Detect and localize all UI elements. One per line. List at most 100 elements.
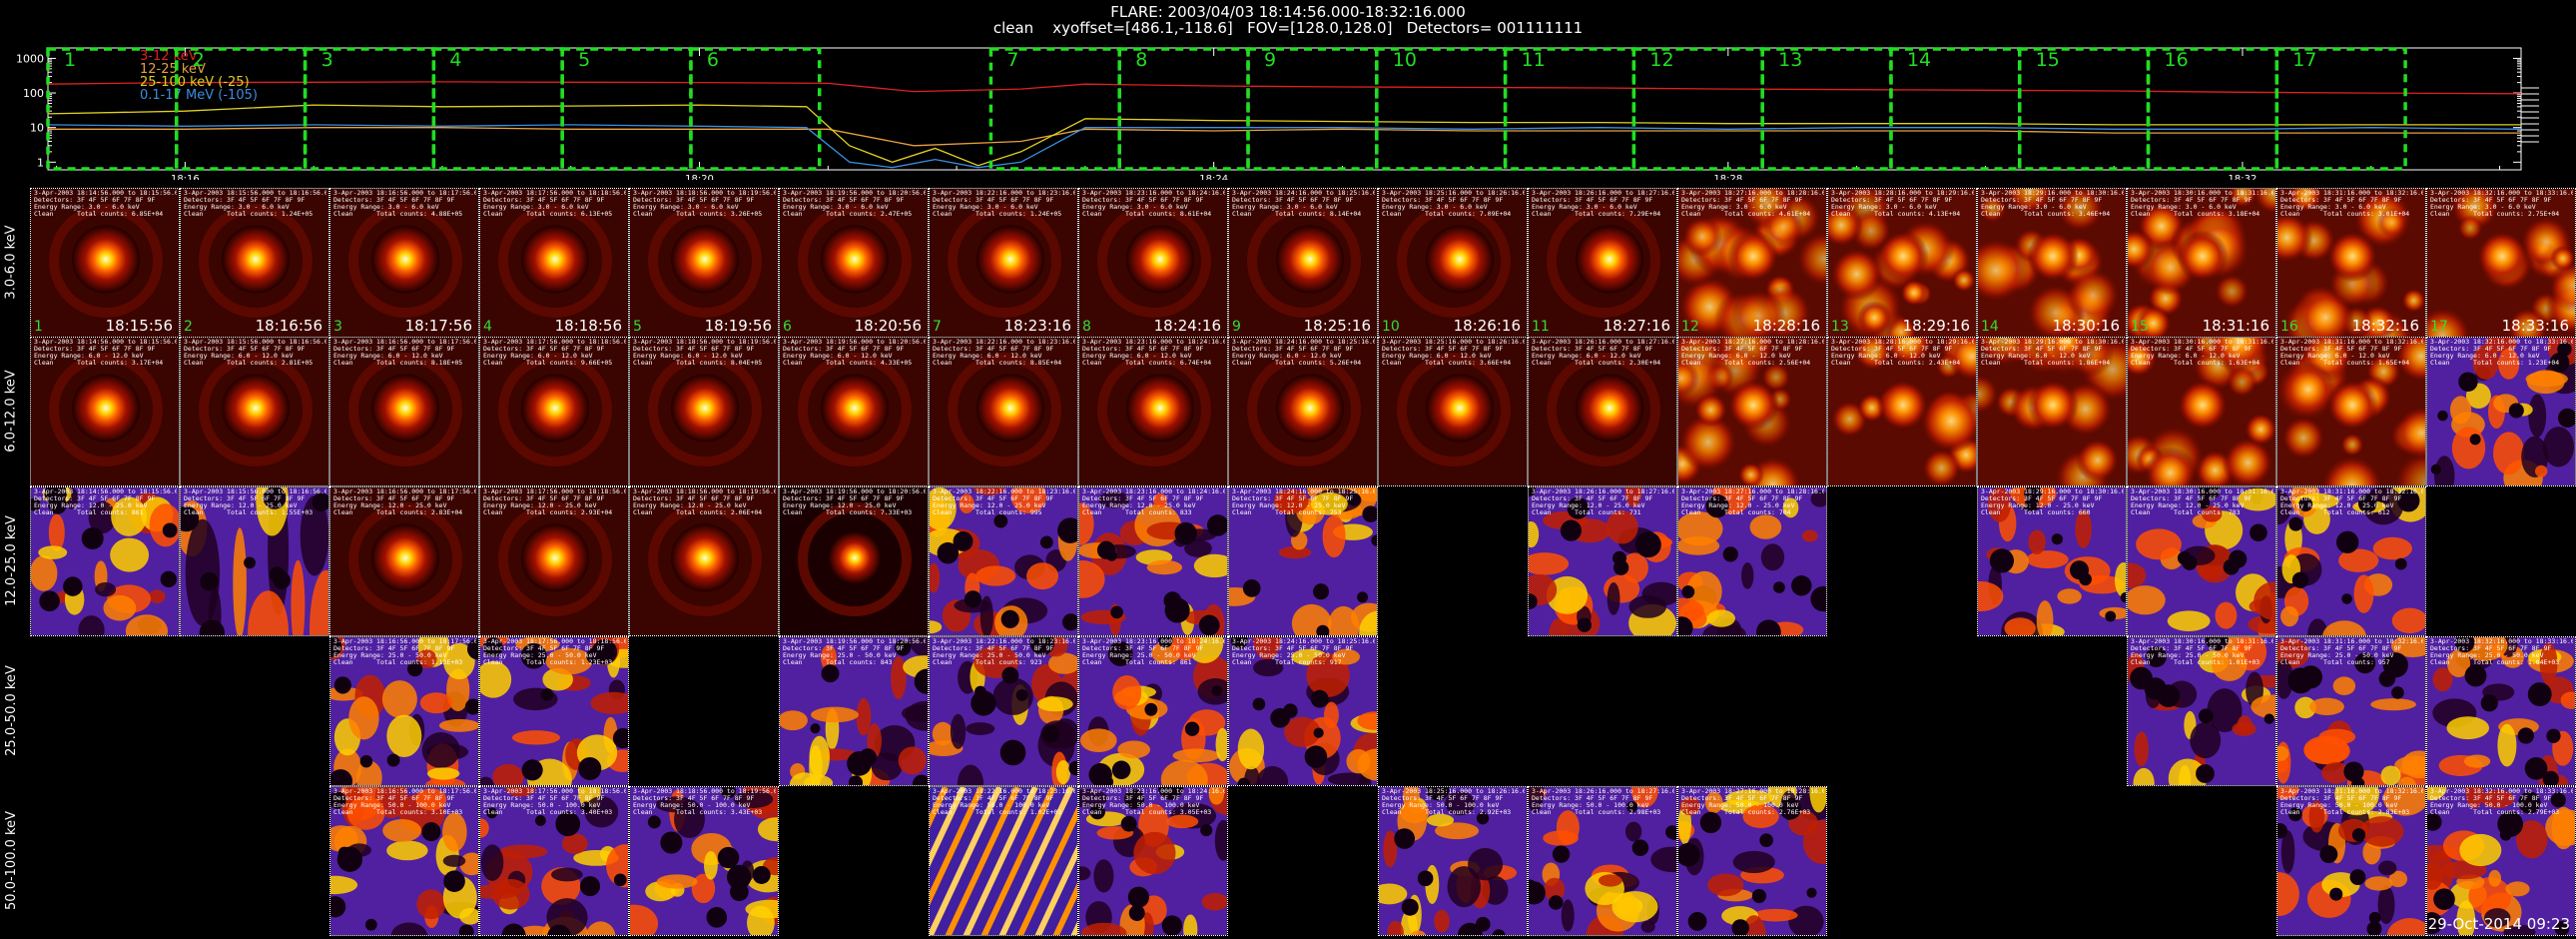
image-panel: 3-Apr-2003 18:14:56.000 to 18:15:56.000 D… bbox=[30, 486, 180, 636]
noise-blob bbox=[2359, 816, 2404, 847]
panel-number: 14 bbox=[1981, 319, 1999, 335]
panel-ring bbox=[648, 502, 762, 616]
panel-header: 3-Apr-2003 18:31:16.000 to 18:32:16.000 D… bbox=[2280, 638, 2423, 666]
dark-spot bbox=[2550, 792, 2566, 808]
panel-header-line: 3-Apr-2003 18:23:16.000 to 18:24:16.000 bbox=[1082, 638, 1225, 645]
panel-header-line: Energy Range: 3.0 - 6.0 keV bbox=[333, 203, 439, 211]
noise-blob bbox=[1606, 509, 1638, 544]
fringe-stripe bbox=[1016, 805, 1077, 935]
dark-spot bbox=[2427, 812, 2442, 831]
panel-header-line: Energy Range: 6.0 - 12.0 keV bbox=[1382, 352, 1492, 360]
panel-header-line: Detectors: 3F 4F 5F 6F 7F 8F 9F bbox=[1232, 196, 1354, 204]
panel-image bbox=[1379, 189, 1527, 337]
panel-header-line: 3-Apr-2003 18:32:16.000 to 18:33:16.000 bbox=[2430, 788, 2573, 795]
noise-blob bbox=[2427, 862, 2443, 890]
panel-header-line: Detectors: 3F 4F 5F 6F 7F 8F 9F bbox=[2131, 345, 2253, 353]
x-tick-label: 18:32 bbox=[2229, 174, 2257, 180]
panel-image bbox=[930, 637, 1077, 785]
noise-blob bbox=[2237, 715, 2253, 733]
dark-spot bbox=[1252, 697, 1266, 711]
panel-header-line: Energy Range: 25.0 - 50.0 keV bbox=[2131, 651, 2245, 659]
panel-time: 18:27:16 bbox=[1603, 317, 1670, 335]
noise-blob bbox=[300, 495, 328, 576]
dark-spot bbox=[534, 815, 546, 826]
panel-header: 3-Apr-2003 18:22:16.000 to 18:23:16.000 D… bbox=[933, 339, 1075, 367]
noise-blob bbox=[1611, 891, 1658, 923]
panel-header-line: Energy Range: 12.0 - 25.0 keV bbox=[783, 501, 897, 509]
panel-image bbox=[181, 487, 328, 635]
noise-blob bbox=[492, 763, 524, 785]
dark-spot bbox=[964, 590, 982, 608]
panel-time: 18:16:56 bbox=[255, 317, 322, 335]
dark-spot bbox=[330, 896, 346, 918]
dark-spot bbox=[1426, 787, 1451, 801]
noise-blob bbox=[1322, 514, 1346, 558]
panel-header-line: Clean Total counts: 1.04E+03 bbox=[2430, 658, 2560, 666]
panel-header-line: 3-Apr-2003 18:30:16.000 to 18:31:16.000 bbox=[2131, 638, 2273, 645]
dark-spot bbox=[1015, 689, 1028, 701]
dark-spot bbox=[2394, 557, 2407, 570]
dark-spot bbox=[999, 739, 1026, 766]
panel-image bbox=[1978, 189, 2126, 337]
panel-image bbox=[2427, 787, 2575, 935]
noise-blob bbox=[2377, 885, 2395, 925]
panel-image bbox=[930, 189, 1077, 337]
dark-spot bbox=[1001, 666, 1019, 684]
noise-blob bbox=[459, 907, 478, 925]
panel-header-line: Detectors: 3F 4F 5F 6F 7F 8F 9F bbox=[933, 494, 1054, 502]
panel-image bbox=[2277, 787, 2425, 935]
image-panel: 3-Apr-2003 18:16:56.000 to 18:17:56.000 D… bbox=[329, 188, 479, 338]
panel-header-line: Clean Total counts: 783 bbox=[2131, 508, 2241, 516]
panel-header-line: Energy Range: 6.0 - 12.0 keV bbox=[184, 352, 294, 360]
noise-blob bbox=[1707, 609, 1735, 627]
panel-header-line: Detectors: 3F 4F 5F 6F 7F 8F 9F bbox=[1981, 345, 2103, 353]
panel-image bbox=[1678, 189, 1826, 337]
noise-blob bbox=[2254, 581, 2275, 620]
noise-blob bbox=[1184, 539, 1212, 557]
noise-blob bbox=[2515, 820, 2548, 859]
dark-spot bbox=[2329, 887, 2343, 901]
panel-image bbox=[2128, 189, 2275, 337]
panel-number: 15 bbox=[2131, 319, 2149, 335]
panel-ring bbox=[798, 204, 912, 318]
panel-ring bbox=[1097, 353, 1211, 467]
panel-header: 3-Apr-2003 18:31:16.000 to 18:32:16.000 D… bbox=[2280, 190, 2423, 218]
x-tick-label: 18:28 bbox=[1713, 174, 1742, 180]
panel-header: 3-Apr-2003 18:27:16.000 to 18:28:16.000 D… bbox=[1681, 488, 1824, 516]
dark-spot bbox=[1371, 534, 1377, 547]
panel-header-line: Clean Total counts: 2.47E+05 bbox=[783, 210, 913, 218]
panel-header-line: Energy Range: 12.0 - 25.0 keV bbox=[2280, 501, 2394, 509]
image-panel: 3-Apr-2003 18:27:16.000 to 18:28:16.000 D… bbox=[1677, 786, 1827, 936]
dark-spot bbox=[1552, 845, 1571, 863]
panel-header-line: Energy Range: 3.0 - 6.0 keV bbox=[184, 203, 290, 211]
panel-image bbox=[1678, 338, 1826, 485]
noise-blob bbox=[821, 644, 838, 671]
dark-spot bbox=[359, 754, 373, 768]
noise-blob bbox=[2484, 908, 2511, 928]
dark-spot bbox=[520, 642, 547, 669]
panel-header-line: Clean Total counts: 1.23E+03 bbox=[483, 658, 613, 666]
noise-blob bbox=[438, 718, 478, 732]
panel-header-line: Clean Total counts: 6.13E+05 bbox=[483, 210, 613, 218]
emission-patch bbox=[2287, 189, 2323, 213]
source-blob bbox=[1126, 374, 1194, 443]
image-panel: 3-Apr-2003 18:23:16.000 to 18:24:16.000 D… bbox=[1078, 636, 1228, 786]
panel-image bbox=[480, 637, 628, 785]
emission-patch bbox=[2226, 366, 2258, 399]
emission-patch bbox=[1730, 288, 1786, 337]
noise-blob bbox=[2026, 550, 2069, 569]
panel-header: 3-Apr-2003 18:26:16.000 to 18:27:16.000 D… bbox=[1532, 788, 1674, 816]
interval-label-17: 17 bbox=[2292, 49, 2316, 71]
source-blob bbox=[72, 374, 140, 443]
panel-time: 18:15:56 bbox=[105, 317, 173, 335]
panel-image bbox=[1379, 787, 1527, 935]
image-panel: 3-Apr-2003 18:30:16.000 to 18:31:16.000 D… bbox=[2127, 486, 2276, 636]
noise-blob bbox=[355, 760, 382, 785]
interval-label-10: 10 bbox=[1393, 49, 1417, 71]
panel-header: 3-Apr-2003 18:26:16.000 to 18:27:16.000 D… bbox=[1532, 339, 1674, 367]
panel-header-line: Energy Range: 3.0 - 6.0 keV bbox=[34, 203, 140, 211]
fringe-stripe bbox=[1034, 844, 1077, 935]
dark-spot bbox=[1068, 760, 1077, 776]
dark-spot bbox=[2464, 664, 2487, 687]
panel-header-line: Clean Total counts: 612 bbox=[2280, 508, 2390, 516]
